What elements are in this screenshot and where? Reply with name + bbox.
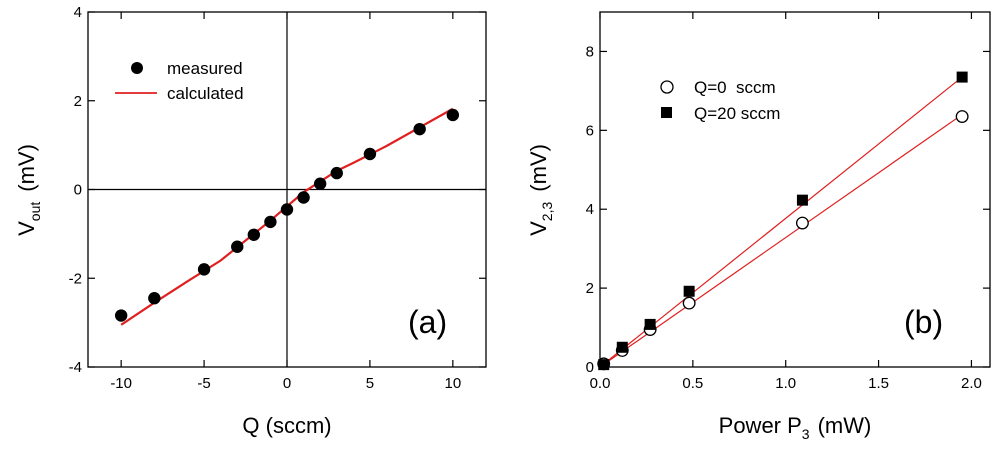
a-y-tick-label: 0 [74, 182, 82, 199]
y-axis-label-b: V2,3(mV) [526, 144, 555, 236]
measured-point [264, 215, 277, 229]
measured-point [247, 228, 261, 241]
x-axis-label-b: Power P3 (mW) [719, 413, 872, 442]
measured-point [413, 122, 426, 136]
q20-point [683, 285, 695, 297]
legend-b-q20-marker [661, 107, 672, 118]
b-x-tick-label: 1.5 [868, 375, 889, 392]
a-y-tick-label: -4 [69, 359, 82, 376]
a-x-tick-label: 0 [283, 375, 291, 392]
fit-line-q0 [599, 114, 963, 368]
measured-point [280, 203, 294, 216]
legend-b-q0-marker [660, 80, 674, 94]
fit-line-q20 [599, 76, 963, 368]
a-y-tick-label: 2 [74, 93, 82, 110]
q20-point [598, 359, 610, 371]
measured-point [313, 177, 327, 190]
panel-a: -10 -5 0 5 10 -4 -2 0 2 4 measured calculated (a)… [14, 4, 487, 438]
calculated-line [120, 107, 454, 326]
panel-label-b: (b) [904, 304, 943, 340]
measured-point [148, 292, 161, 305]
b-y-tick-label: 6 [586, 122, 594, 139]
legend-a: measured calculated [115, 59, 244, 103]
a-y-tick-label: 4 [74, 4, 82, 21]
b-x-tick-label: 0.0 [590, 375, 611, 392]
q0-point [795, 216, 809, 230]
q0-point [682, 296, 696, 310]
measured-point [363, 147, 377, 161]
legend-b-q20-label: Q=20 sccm [694, 104, 780, 123]
measured-point [330, 166, 343, 180]
legend-a-measured-marker [131, 62, 143, 74]
a-y-tick-label: -2 [69, 270, 82, 287]
legend-a-calculated-label: calculated [167, 84, 244, 103]
a-x-tick-label: -10 [110, 375, 132, 392]
plot-frame-b [599, 11, 991, 368]
q20-point [616, 341, 628, 353]
panel-label-a: (a) [408, 304, 447, 340]
b-y-tick-label: 4 [586, 201, 594, 218]
b-y-tick-label: 8 [586, 43, 594, 60]
b-x-tick-label: 2.0 [961, 375, 982, 392]
q20-point [796, 194, 808, 206]
q20-point [644, 318, 656, 330]
b-y-tick-label: 0 [586, 359, 594, 376]
measured-point [231, 240, 244, 253]
measured-point [114, 309, 128, 322]
legend-a-measured-label: measured [167, 59, 243, 78]
x-axis-label-a: Q (sccm) [242, 413, 331, 438]
legend-b-q0-label: Q=0 sccm [694, 78, 776, 97]
a-x-tick-label: 10 [444, 375, 461, 392]
q0-point [955, 110, 969, 123]
b-x-tick-label: 0.5 [682, 375, 703, 392]
b-x-tick-label: 1.0 [775, 375, 796, 392]
a-x-tick-label: 5 [366, 375, 374, 392]
y-axis-label-a: Vout(mV) [14, 144, 43, 236]
measured-point [197, 263, 211, 276]
legend-b: Q=0 sccm Q=20 sccm [660, 78, 780, 123]
b-y-tick-label: 2 [586, 280, 594, 297]
measured-point [446, 108, 460, 122]
q20-point [956, 71, 968, 83]
measured-point [297, 191, 310, 204]
a-x-tick-label: -5 [197, 375, 210, 392]
